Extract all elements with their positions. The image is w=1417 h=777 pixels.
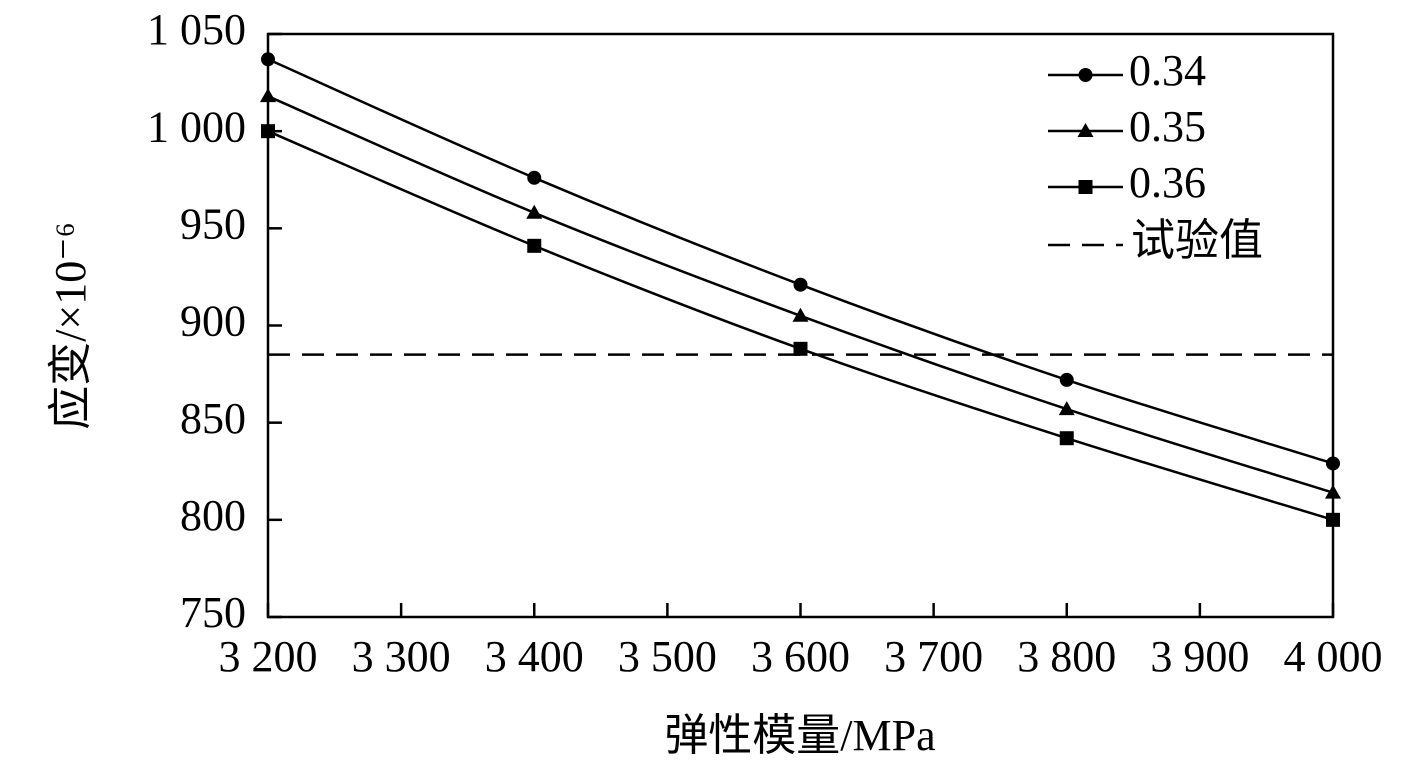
marker	[793, 277, 808, 292]
marker	[260, 88, 276, 103]
y-tick-label: 750	[180, 588, 246, 637]
x-axis-label: 弹性模量/MPa	[664, 711, 935, 760]
y-tick-label: 1 050	[147, 5, 246, 54]
marker	[527, 170, 542, 185]
marker	[1058, 401, 1075, 416]
series-line	[267, 95, 1334, 494]
y-tick-label: 950	[180, 199, 246, 248]
legend-label: 0.34	[1129, 46, 1206, 95]
x-tick-label: 3 200	[219, 632, 318, 681]
x-tick-label: 3 900	[1150, 632, 1249, 681]
legend-label: 0.35	[1129, 102, 1206, 151]
y-tick-label: 850	[180, 394, 246, 443]
x-tick-label: 3 600	[751, 632, 850, 681]
legend-label: 0.36	[1129, 158, 1206, 207]
marker	[793, 341, 808, 356]
x-tick-label: 3 700	[884, 632, 983, 681]
x-tick-label: 3 500	[618, 632, 717, 681]
marker	[1326, 512, 1340, 527]
marker	[1326, 456, 1340, 471]
marker	[1059, 431, 1074, 446]
x-tick-label: 4 000	[1284, 632, 1383, 681]
marker	[792, 307, 809, 322]
legend-marker	[1077, 123, 1094, 137]
marker	[526, 204, 543, 219]
marker	[1059, 372, 1074, 387]
y-tick-label: 900	[180, 297, 246, 346]
legend-marker	[1078, 180, 1093, 194]
y-tick-label: 1 000	[147, 102, 246, 151]
x-tick-label: 3 800	[1017, 632, 1116, 681]
x-tick-label: 3 400	[485, 632, 584, 681]
y-axis-label: 应变/×10⁻⁶	[46, 222, 95, 430]
marker	[527, 238, 542, 253]
marker	[261, 124, 275, 139]
marker	[1325, 484, 1341, 499]
y-tick-label: 800	[180, 491, 246, 540]
legend-label: 试验值	[1131, 216, 1263, 265]
x-tick-label: 3 300	[352, 632, 451, 681]
legend-marker	[1078, 68, 1093, 82]
marker	[261, 52, 275, 67]
